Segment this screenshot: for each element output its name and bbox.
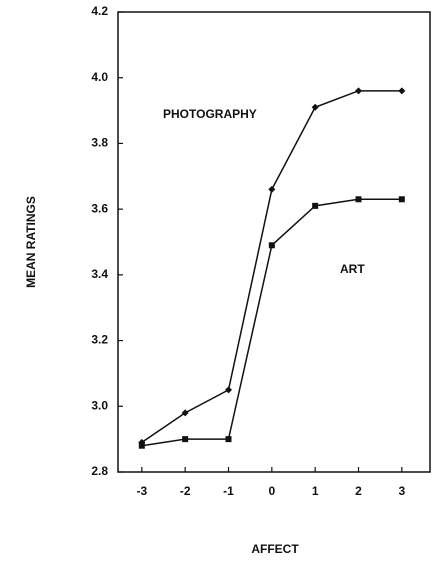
y-tick-label: 2.8 — [91, 464, 108, 478]
y-tick-label: 4.2 — [91, 4, 108, 18]
point — [225, 386, 232, 394]
x-tick-label: -3 — [136, 484, 147, 498]
x-tick-label: 1 — [312, 484, 319, 498]
plot-frame — [117, 11, 431, 473]
y-tick-label: 3.6 — [91, 201, 108, 215]
series-line — [141, 198, 402, 447]
point — [398, 87, 406, 95]
y-tick-label: 3.4 — [91, 267, 108, 281]
series-annotation: ART — [340, 262, 365, 276]
point — [225, 436, 232, 443]
y-axis-label: MEAN RATINGS — [24, 196, 38, 288]
point — [182, 436, 189, 443]
point — [312, 202, 319, 209]
x-tick-label: 3 — [398, 484, 405, 498]
x-tick-label: 0 — [268, 484, 275, 498]
y-tick-label: 4.0 — [91, 70, 108, 84]
y-tick-label: 3.0 — [91, 398, 108, 412]
point — [355, 196, 362, 203]
x-tick-label: 2 — [355, 484, 362, 498]
x-tick-label: -2 — [180, 484, 191, 498]
y-tick-label: 3.8 — [91, 136, 108, 150]
x-axis-label: AFFECT — [251, 542, 299, 556]
point — [268, 242, 275, 249]
point — [398, 196, 405, 203]
series-annotation: PHOTOGRAPHY — [163, 107, 257, 121]
y-tick-label: 3.2 — [91, 333, 108, 347]
x-tick-label: -1 — [223, 484, 234, 498]
point — [268, 185, 276, 193]
point — [355, 87, 362, 95]
point — [138, 442, 145, 449]
point — [181, 409, 189, 417]
point — [311, 103, 319, 111]
